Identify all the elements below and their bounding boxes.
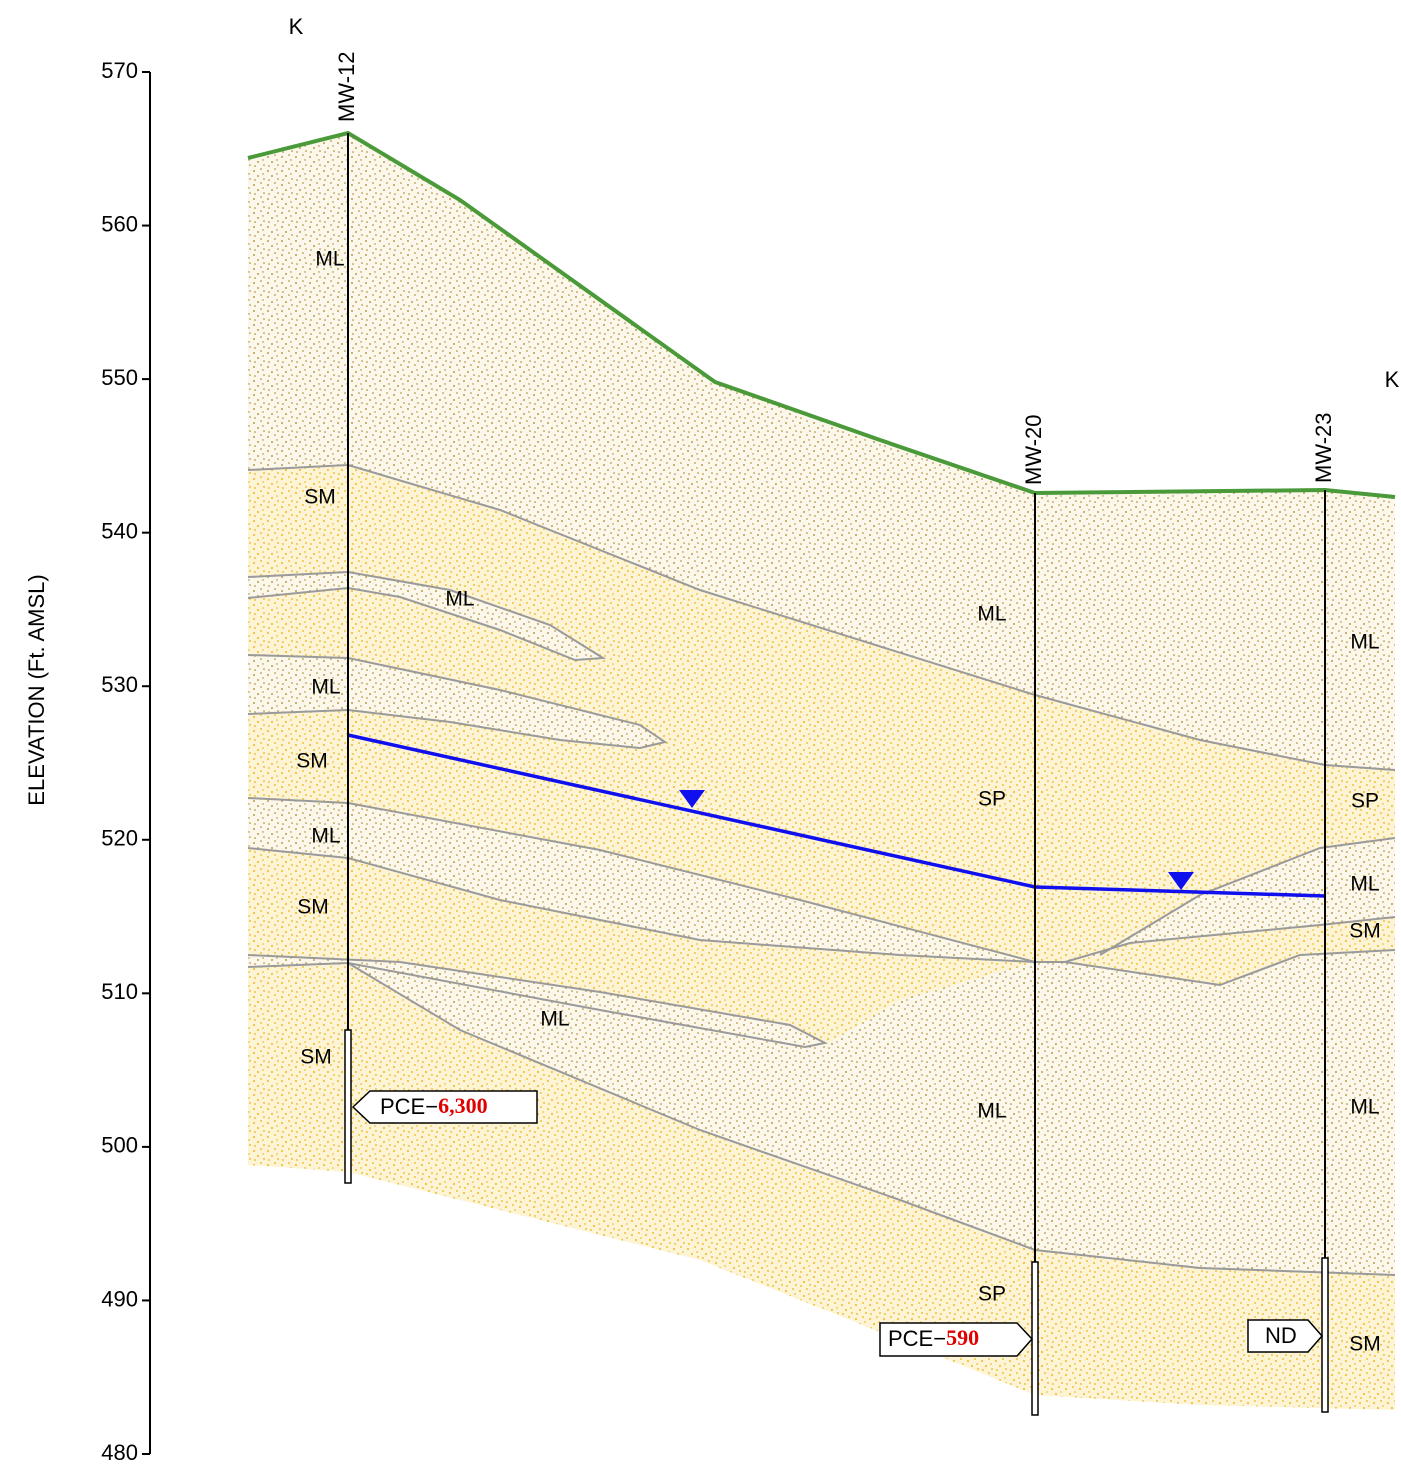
callout: PCE−6,300 <box>353 1091 537 1123</box>
soil-label: ML <box>977 1100 1006 1123</box>
result: 6,300 <box>438 1093 488 1118</box>
geology <box>248 133 1395 1410</box>
callout: ND <box>1248 1320 1322 1352</box>
soil-label: ML <box>445 588 474 611</box>
soil-label: ML <box>977 603 1006 626</box>
y-tick-label: 540 <box>101 518 138 543</box>
well-label: MW-23 <box>1311 413 1336 484</box>
soil-label: SM <box>304 486 336 509</box>
section-label: K <box>1385 367 1400 392</box>
well-label: MW-20 <box>1021 415 1046 486</box>
soil-label: SM <box>1349 1333 1381 1356</box>
y-tick-label: 570 <box>101 58 138 83</box>
well-screen <box>345 1030 351 1183</box>
result: 590 <box>946 1325 979 1350</box>
well-screen <box>1032 1262 1038 1415</box>
y-tick-label: 550 <box>101 365 138 390</box>
analyte: PCE− <box>380 1094 438 1119</box>
soil-label: SM <box>297 896 329 919</box>
y-tick-label: 500 <box>101 1133 138 1158</box>
soil-label: ML <box>540 1008 569 1031</box>
well-label: MW-12 <box>334 52 359 123</box>
soil-label: SP <box>978 788 1006 811</box>
y-tick-label: 530 <box>101 672 138 697</box>
soil-label: SM <box>1349 920 1381 943</box>
cross-section: K K MW-12 MW-20 MW-23 PCE−6,300 PCE−590 … <box>0 0 1401 1469</box>
soil-label: ML <box>1350 631 1379 654</box>
soil-label: ML <box>311 825 340 848</box>
axis-title: ELEVATION (Ft. AMSL) <box>24 574 49 805</box>
sample-text: ND <box>1265 1323 1297 1348</box>
soil-label: ML <box>1350 1096 1379 1119</box>
sample-text: PCE−6,300 <box>380 1093 488 1119</box>
soil-label: SP <box>1351 790 1379 813</box>
well-screen <box>1322 1258 1328 1412</box>
callout: PCE−590 <box>880 1323 1032 1356</box>
y-tick-label: 520 <box>101 826 138 851</box>
section-label: K <box>289 14 304 39</box>
soil-label: ML <box>315 248 344 271</box>
y-tick-label: 490 <box>101 1286 138 1311</box>
y-tick-label: 480 <box>101 1440 138 1465</box>
analyte: PCE− <box>888 1326 946 1351</box>
y-tick-label: 560 <box>101 211 138 236</box>
soil-label: SM <box>300 1046 332 1069</box>
soil-label: ML <box>311 676 340 699</box>
soil-label: SP <box>978 1283 1006 1306</box>
sample-text: PCE−590 <box>888 1325 979 1351</box>
y-tick-label: 510 <box>101 979 138 1004</box>
soil-label: ML <box>1350 873 1379 896</box>
soil-label: SM <box>296 750 328 773</box>
